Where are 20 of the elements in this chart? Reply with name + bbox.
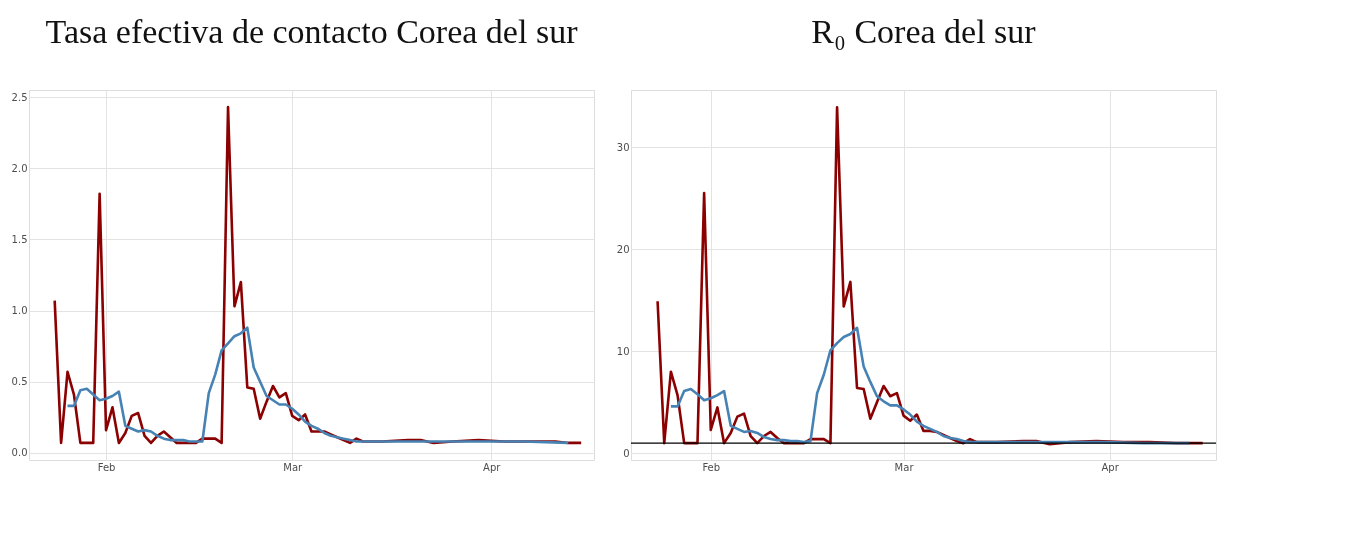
y-tick-label: 1.0 [11, 305, 28, 317]
chart-title: Tasa efectiva de contacto Corea del sur [45, 13, 579, 50]
x-tick-label: Feb [702, 461, 721, 473]
line-series [669, 326, 1191, 445]
y-tick-label: 2.0 [11, 162, 28, 174]
y-tick-label: 2.5 [11, 91, 28, 103]
x-tick-label: Feb [97, 461, 116, 473]
chart-title: R₀ Corea del sur [811, 13, 1037, 50]
line-series [66, 326, 570, 445]
x-tick-label: Apr [483, 461, 502, 473]
x-tick-label: Mar [283, 461, 304, 473]
y-tick-label: 20 [616, 243, 630, 255]
x-tick-label: Apr [1101, 461, 1120, 473]
y-tick-label: 1.5 [11, 233, 28, 245]
y-tick-label: 10 [616, 345, 630, 357]
x-tick-label: Mar [894, 461, 915, 473]
y-tick-label: 0.5 [11, 376, 28, 388]
y-tick-label: 30 [616, 141, 630, 153]
y-tick-label: 0.0 [11, 447, 28, 459]
y-tick-label: 0 [623, 447, 630, 459]
